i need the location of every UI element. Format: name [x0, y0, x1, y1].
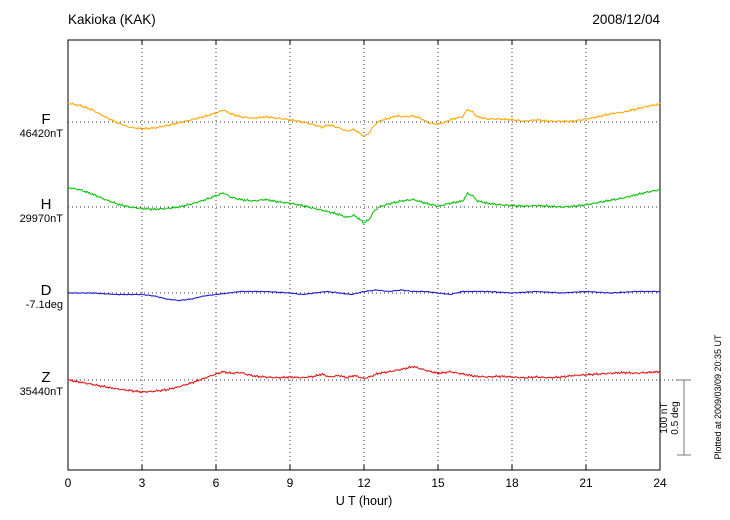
plot-date: 2008/12/04	[592, 12, 660, 27]
x-tick-label: 15	[431, 476, 445, 490]
scale-bar-label-deg: 0.5 deg	[670, 401, 681, 434]
x-tick-label: 0	[65, 476, 72, 490]
series-label-H: H	[41, 196, 52, 213]
station-title: Kakioka (KAK)	[68, 12, 156, 27]
x-axis-label: U T (hour)	[336, 494, 393, 508]
series-baseline-value-H: 29970nT	[20, 213, 64, 225]
gridlines	[141, 40, 587, 470]
x-tick-label: 21	[579, 476, 593, 490]
scale-bar: 100 nT 0.5 deg	[659, 379, 691, 456]
scale-bar-label-nt: 100 nT	[659, 402, 670, 433]
trace-F	[67, 102, 661, 137]
series-label-Z: Z	[41, 369, 50, 386]
x-tick-label: 12	[357, 476, 371, 490]
series-label-F: F	[41, 111, 50, 128]
x-tick-label: 3	[139, 476, 146, 490]
x-tick-label: 6	[213, 476, 220, 490]
trace-H	[67, 186, 660, 224]
x-tick-label: 18	[505, 476, 519, 490]
plotted-at-note: Plotted at 2009/03/09 20:35 UT	[713, 334, 723, 460]
x-tick-label: 9	[287, 476, 294, 490]
baseline-lines	[68, 121, 692, 381]
traces	[67, 102, 661, 394]
series-baseline-value-D: -7.1deg	[26, 299, 63, 311]
series-baseline-value-Z: 35440nT	[20, 386, 64, 398]
x-tick-label: 24	[653, 476, 667, 490]
series-label-D: D	[41, 282, 52, 299]
series-baseline-value-F: 46420nT	[20, 128, 64, 140]
trace-Z	[67, 365, 661, 394]
trace-D	[67, 288, 661, 302]
